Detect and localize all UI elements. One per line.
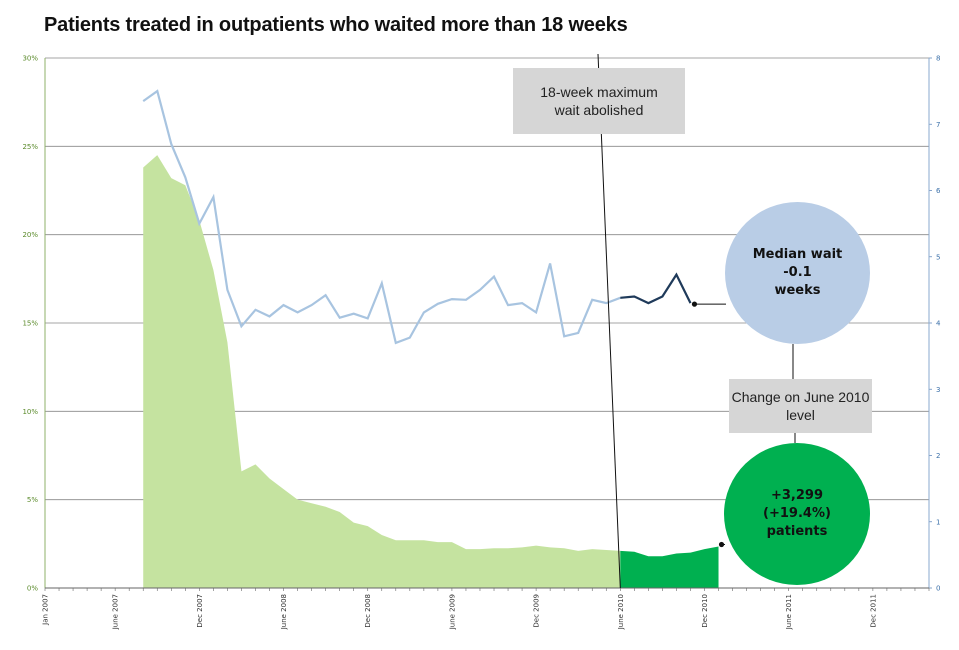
x-tick-label: June 2009 (448, 594, 456, 630)
x-tick-label: Dec 2010 (701, 594, 709, 628)
x-tick-label: Dec 2007 (196, 594, 204, 628)
y-right-tick-label: 7 (936, 121, 940, 129)
x-tick-label: Dec 2008 (364, 594, 372, 628)
abolished-note: 18-week maximum wait abolished (513, 68, 685, 134)
median-line2: -0.1 (783, 265, 812, 280)
y-right-tick-label: 8 (936, 55, 940, 63)
y-left-tick-label: 30% (22, 55, 38, 63)
y-left-tick-label: 0% (27, 585, 38, 593)
x-tick-label: June 2010 (617, 594, 625, 630)
median-line1: Median wait (752, 247, 843, 262)
patients-line1: +3,299 (770, 488, 823, 503)
y-right-tick-label: 2 (936, 452, 940, 460)
abolished-note-text: 18-week maximum wait abolished (540, 84, 658, 118)
median-line3: weeks (774, 283, 821, 298)
area-after-june-2010 (620, 546, 719, 588)
patients-line2: (+19.4%) (763, 506, 831, 521)
patients-connector-dot (718, 541, 725, 548)
x-tick-label: June 2011 (785, 594, 793, 630)
x-tick-label: Jan 2007 (42, 594, 50, 626)
y-right-tick-label: 1 (936, 518, 940, 526)
x-tick-label: Dec 2009 (533, 594, 541, 628)
area-before-june-2010 (143, 155, 621, 588)
median-wait-line-before (142, 89, 621, 345)
median-connector-dot (691, 301, 698, 307)
chart-title: Patients treated in outpatients who wait… (44, 14, 628, 36)
median-wait-circle: Median wait -0.1 weeks (725, 202, 870, 344)
median-wait-line-after (620, 272, 692, 305)
patients-circle: +3,299 (+19.4%) patients (724, 443, 870, 585)
y-right-tick-label: 0 (936, 585, 940, 593)
change-label: Change on June 2010 level (729, 379, 872, 433)
y-left-tick-label: 25% (22, 143, 38, 151)
y-left-tick-label: 10% (22, 408, 38, 416)
x-tick-label: June 2008 (280, 594, 288, 630)
patients-line3: patients (766, 524, 828, 539)
x-tick-label: Dec 2011 (869, 594, 877, 628)
x-tick-label: June 2007 (112, 594, 120, 630)
june-2010-marker-line (597, 53, 621, 589)
y-left-tick-label: 5% (27, 496, 38, 504)
y-right-tick-label: 3 (936, 386, 940, 394)
y-right-tick-label: 5 (936, 253, 940, 261)
y-right-tick-label: 4 (936, 320, 941, 328)
y-right-tick-label: 6 (936, 187, 941, 195)
y-left-tick-label: 20% (22, 231, 38, 239)
change-label-text: Change on June 2010 level (731, 389, 870, 423)
y-left-tick-label: 15% (22, 320, 38, 328)
